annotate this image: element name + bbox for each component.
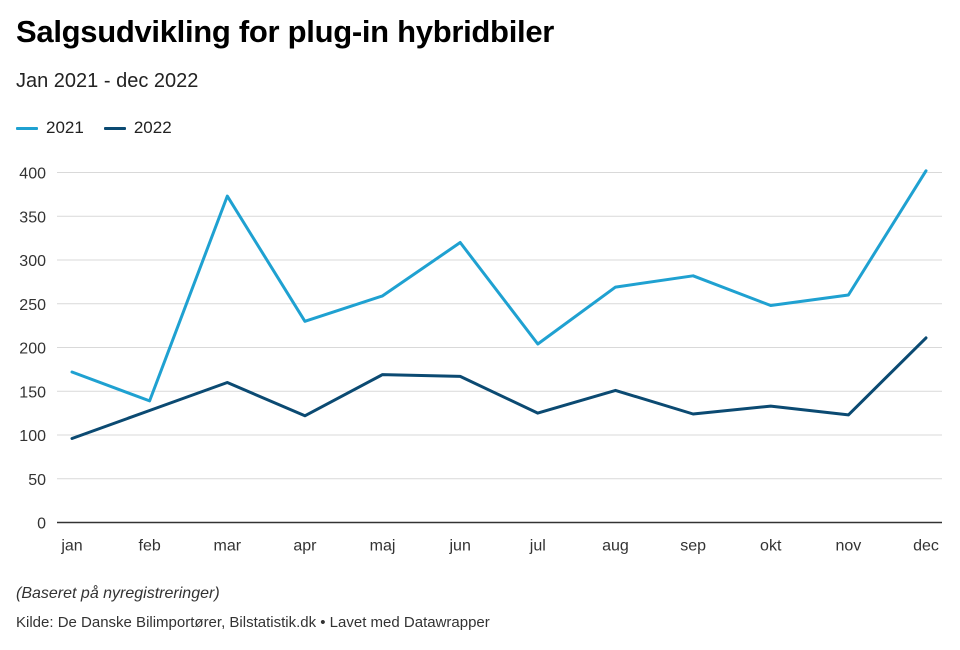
series-line-2021 [70, 169, 928, 403]
chart-subtitle: Jan 2021 - dec 2022 [16, 70, 199, 92]
line-chart: 0 50 100 150 200 250 300 350 400 jan feb mar apr maj j… [19, 166, 942, 555]
x-tick-label-dec: dec [913, 538, 939, 555]
source-credit: Kilde: De Danske Bilimportører, Bilstati… [16, 614, 490, 631]
y-tick-label-50: 50 [28, 472, 46, 489]
x-tick-label-aug: aug [602, 538, 629, 555]
y-tick-label-0: 0 [37, 516, 46, 533]
y-tick-label-150: 150 [19, 384, 46, 401]
legend-label-2022: 2022 [133, 118, 172, 137]
legend-label-2021: 2021 [46, 118, 84, 137]
x-tick-label-feb: feb [139, 538, 161, 555]
x-tick-label-nov: nov [835, 538, 861, 555]
series-line-2022 [70, 336, 928, 440]
legend-item-2022: 2022 [103, 118, 172, 138]
x-tick-label-jun: jun [449, 538, 471, 555]
legend-item-2021: 2021 [16, 118, 84, 138]
x-tick-label-mar: mar [213, 538, 241, 555]
x-tick-label-maj: maj [370, 538, 396, 555]
x-tick-label-jul: jul [529, 538, 546, 555]
footnote: (Baseret på nyregistreringer) [16, 585, 220, 602]
legend-swatch-2021 [16, 126, 38, 130]
chart-title: Salgsudvikling for plug-in hybridbiler [16, 14, 555, 49]
x-tick-label-okt: okt [760, 538, 782, 555]
x-tick-label-jan: jan [60, 538, 82, 555]
x-tick-label-apr: apr [293, 538, 317, 555]
x-tick-label-sep: sep [680, 538, 706, 555]
y-tick-label-400: 400 [19, 166, 46, 183]
y-tick-label-250: 250 [19, 297, 46, 314]
legend: 2021 2022 [16, 118, 192, 138]
y-tick-label-100: 100 [19, 428, 46, 445]
y-tick-label-300: 300 [19, 253, 46, 270]
y-tick-label-200: 200 [19, 341, 46, 358]
y-tick-label-350: 350 [19, 209, 46, 226]
legend-swatch-2022 [103, 126, 126, 130]
